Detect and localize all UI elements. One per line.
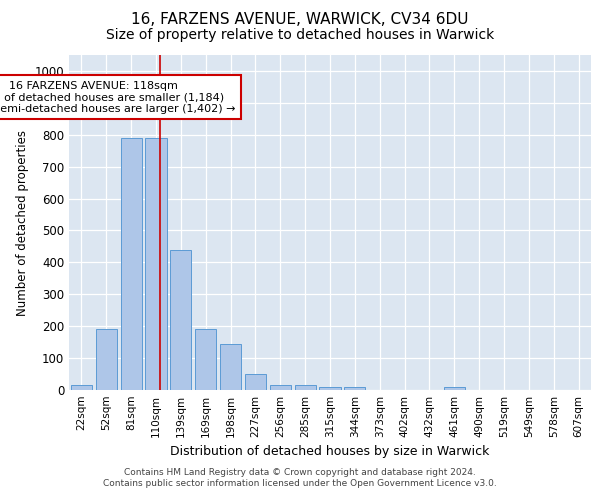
Bar bbox=[220, 344, 241, 390]
Bar bbox=[71, 385, 92, 390]
Bar bbox=[170, 250, 191, 390]
X-axis label: Distribution of detached houses by size in Warwick: Distribution of detached houses by size … bbox=[170, 446, 490, 458]
Bar bbox=[145, 138, 167, 390]
Bar bbox=[270, 385, 291, 390]
Text: Size of property relative to detached houses in Warwick: Size of property relative to detached ho… bbox=[106, 28, 494, 42]
Y-axis label: Number of detached properties: Number of detached properties bbox=[16, 130, 29, 316]
Bar bbox=[295, 385, 316, 390]
Bar bbox=[344, 387, 365, 390]
Text: 16, FARZENS AVENUE, WARWICK, CV34 6DU: 16, FARZENS AVENUE, WARWICK, CV34 6DU bbox=[131, 12, 469, 28]
Bar bbox=[245, 374, 266, 390]
Bar bbox=[96, 330, 117, 390]
Bar bbox=[121, 138, 142, 390]
Bar bbox=[319, 387, 341, 390]
Text: 16 FARZENS AVENUE: 118sqm
← 45% of detached houses are smaller (1,184)
54% of se: 16 FARZENS AVENUE: 118sqm ← 45% of detac… bbox=[0, 80, 236, 114]
Bar bbox=[195, 330, 216, 390]
Text: Contains HM Land Registry data © Crown copyright and database right 2024.
Contai: Contains HM Land Registry data © Crown c… bbox=[103, 468, 497, 487]
Bar bbox=[444, 387, 465, 390]
